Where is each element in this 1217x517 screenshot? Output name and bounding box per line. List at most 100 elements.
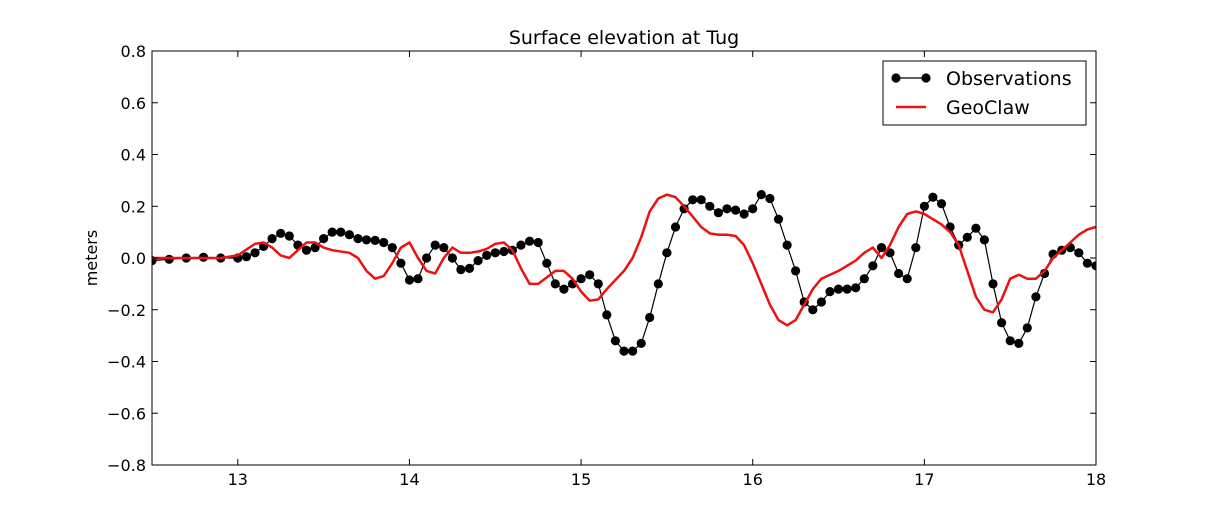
data-point <box>593 279 603 289</box>
data-point <box>585 270 595 280</box>
x-tick-label: 15 <box>571 470 591 489</box>
data-point <box>464 263 475 273</box>
data-point <box>988 279 998 289</box>
data-point <box>1091 261 1096 271</box>
legend: Observations GeoClaw <box>882 60 1087 126</box>
data-point <box>250 248 260 258</box>
y-tick-label: −0.2 <box>107 301 146 320</box>
data-point <box>851 283 861 293</box>
data-point <box>653 279 663 289</box>
data-point <box>499 246 509 257</box>
data-point <box>516 240 526 250</box>
data-point <box>894 268 904 279</box>
legend-label-geoclaw: GeoClaw <box>946 97 1030 119</box>
y-tick-label: 0.4 <box>121 146 146 165</box>
data-point <box>327 227 337 237</box>
data-point <box>971 223 981 233</box>
data-point <box>868 261 878 271</box>
x-axis: 13 14 15 16 17 18 <box>228 51 1106 489</box>
data-point <box>276 228 286 238</box>
data-point <box>336 227 346 237</box>
data-point <box>379 237 389 248</box>
data-point <box>482 250 492 260</box>
y-tick-label: 0.0 <box>121 249 146 268</box>
y-tick-label: 0.8 <box>121 42 146 61</box>
data-point <box>447 253 457 263</box>
series-line-geoclaw <box>152 193 1096 327</box>
legend-label-observations: Observations <box>946 68 1072 90</box>
x-tick-label: 16 <box>743 470 763 489</box>
data-point <box>670 222 681 232</box>
data-point <box>842 284 852 294</box>
y-tick-label: −0.6 <box>107 404 146 423</box>
data-point <box>833 284 844 294</box>
data-point <box>876 243 887 253</box>
x-tick-label: 14 <box>399 470 419 489</box>
data-point <box>696 195 706 205</box>
data-point <box>782 240 792 250</box>
data-point <box>576 274 586 284</box>
y-tick-label: −0.4 <box>107 353 146 372</box>
data-point <box>284 231 294 241</box>
data-point <box>765 193 775 204</box>
data-point <box>816 297 827 307</box>
data-point <box>748 204 758 214</box>
data-point <box>705 201 715 211</box>
data-point <box>404 275 415 285</box>
data-point <box>456 265 466 275</box>
data-point <box>1005 336 1015 346</box>
data-point <box>1082 258 1092 268</box>
data-point <box>387 243 397 253</box>
data-point <box>722 204 732 214</box>
x-tick-label: 18 <box>1086 470 1106 489</box>
data-point <box>344 230 354 240</box>
data-point <box>1031 292 1041 302</box>
data-point <box>164 254 174 264</box>
data-point <box>911 243 921 253</box>
data-point <box>1039 268 1050 279</box>
data-point <box>602 310 612 320</box>
data-point <box>473 256 483 266</box>
data-point <box>361 235 372 245</box>
data-point <box>997 318 1007 328</box>
data-point <box>662 248 672 258</box>
data-point <box>267 234 277 244</box>
data-point <box>610 336 621 346</box>
data-point <box>936 199 947 209</box>
data-point <box>636 338 646 348</box>
legend-box <box>882 60 1087 126</box>
data-point <box>370 235 380 245</box>
data-point <box>550 279 560 289</box>
y-axis: −0.8 −0.6 −0.4 −0.2 0.0 0.2 0.4 0.6 0.8 <box>107 42 1096 475</box>
data-point <box>542 258 552 268</box>
data-point <box>808 305 818 315</box>
data-point <box>731 205 741 215</box>
series-layer <box>152 190 1096 356</box>
data-point <box>679 204 689 214</box>
data-point <box>619 346 629 356</box>
data-point <box>739 209 749 219</box>
data-point <box>301 245 312 255</box>
data-point <box>319 234 329 244</box>
legend-marker <box>921 73 931 83</box>
data-point <box>430 240 440 250</box>
y-axis-label: meters <box>82 230 101 286</box>
x-tick-label: 17 <box>914 470 934 489</box>
data-point <box>688 195 698 205</box>
data-point <box>525 236 535 246</box>
data-point <box>825 287 835 297</box>
data-point <box>1022 323 1032 333</box>
data-point <box>962 232 972 242</box>
x-tick-label: 13 <box>228 470 248 489</box>
data-point <box>533 237 543 248</box>
data-point <box>979 235 990 245</box>
data-point <box>1014 338 1024 348</box>
legend-marker <box>891 73 901 83</box>
data-point <box>422 253 432 263</box>
data-point <box>928 192 938 202</box>
y-tick-label: 0.2 <box>121 197 146 216</box>
data-point <box>902 274 912 284</box>
chart-title: Surface elevation at Tug <box>509 27 739 49</box>
data-point <box>791 266 801 276</box>
